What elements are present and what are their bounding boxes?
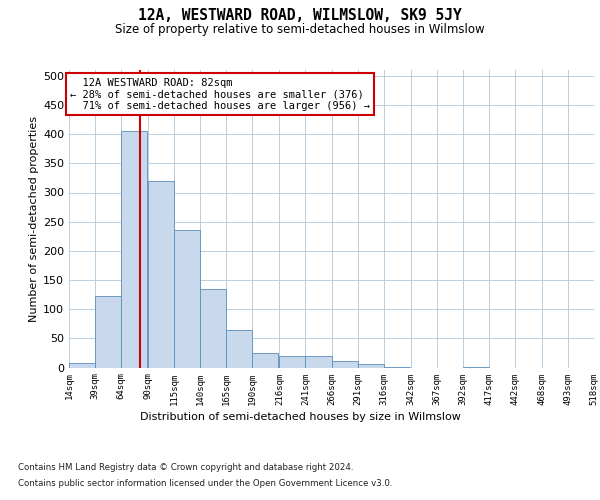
Bar (148, 181, 174, 368)
Y-axis label: Number of semi-detached properties: Number of semi-detached properties (29, 116, 39, 322)
Bar (226, 330, 253, 368)
Bar (331, 360, 358, 368)
Bar (305, 356, 331, 368)
Bar (280, 356, 305, 368)
Bar (121, 131, 147, 368)
Bar (174, 230, 200, 368)
Bar (253, 353, 278, 368)
Bar (463, 367, 489, 368)
Text: Contains public sector information licensed under the Open Government Licence v3: Contains public sector information licen… (18, 479, 392, 488)
Text: Contains HM Land Registry data © Crown copyright and database right 2024.: Contains HM Land Registry data © Crown c… (18, 462, 353, 471)
Bar (95, 296, 121, 368)
Bar (358, 364, 383, 368)
Bar (69, 364, 95, 368)
Text: Distribution of semi-detached houses by size in Wilmslow: Distribution of semi-detached houses by … (140, 412, 460, 422)
Bar (200, 289, 226, 368)
Text: Size of property relative to semi-detached houses in Wilmslow: Size of property relative to semi-detach… (115, 22, 485, 36)
Text: 12A WESTWARD ROAD: 82sqm
← 28% of semi-detached houses are smaller (376)
  71% o: 12A WESTWARD ROAD: 82sqm ← 28% of semi-d… (70, 78, 370, 111)
Text: 12A, WESTWARD ROAD, WILMSLOW, SK9 5JY: 12A, WESTWARD ROAD, WILMSLOW, SK9 5JY (138, 8, 462, 22)
Bar (383, 367, 410, 368)
